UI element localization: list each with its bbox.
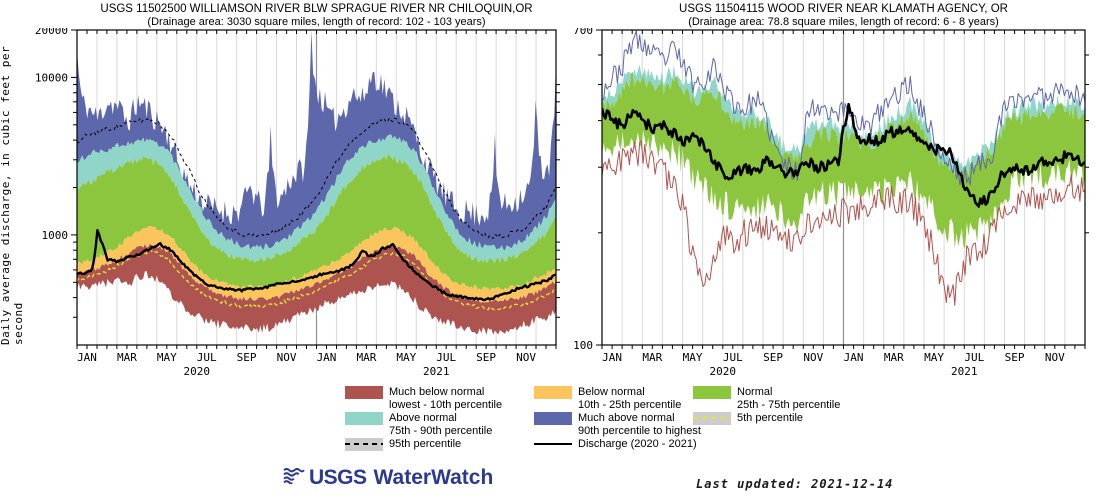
legend-item-above-normal: Above normal 75th - 90th percentile <box>345 412 534 438</box>
svg-text:100: 100 <box>573 339 593 352</box>
logo-waterwatch-text: WaterWatch <box>373 466 494 489</box>
max-line <box>602 30 1085 186</box>
min-line <box>602 140 1085 306</box>
legend: Much below normal lowest - 10th percentil… <box>345 386 840 451</box>
plot-williamson: 20000 10000 1000 JAN MAR MAY JUL SEP NOV 2020 JAN M… <box>35 28 560 378</box>
legend-item-normal: Normal 25th - 75th percentile <box>693 386 840 412</box>
svg-text:2021: 2021 <box>423 365 450 378</box>
svg-text:SEP: SEP <box>237 351 257 364</box>
svg-text:JUL: JUL <box>197 351 217 364</box>
legend-column: Below normal 10th - 25th percentile Much a… <box>534 386 701 451</box>
chart-title-williamson: USGS 11502500 WILLIAMSON RIVER BLW SPRAG… <box>100 3 533 15</box>
svg-text:700: 700 <box>573 28 593 37</box>
normal-band <box>77 155 556 291</box>
legend-label: 95th percentile <box>389 438 462 450</box>
legend-swatch <box>534 412 572 425</box>
legend-swatch <box>534 438 572 451</box>
legend-item-discharge-2020-2021: Discharge (2020 - 2021) <box>534 438 697 451</box>
svg-text:1000: 1000 <box>42 229 69 242</box>
legend-column: Much below normal lowest - 10th percentil… <box>345 386 534 451</box>
legend-label: Below normal 10th - 25th percentile <box>578 386 682 411</box>
above-band <box>602 64 1085 179</box>
svg-text:MAR: MAR <box>356 351 376 364</box>
legend-item-much-below-normal: Much below normal lowest - 10th percentil… <box>345 386 534 412</box>
svg-text:JUL: JUL <box>436 351 456 364</box>
svg-text:NOV: NOV <box>803 351 823 364</box>
chart-title-wood: USGS 11504115 WOOD RIVER NEAR KLAMATH AG… <box>679 3 1008 15</box>
legend-item-below-normal: Below normal 10th - 25th percentile <box>534 386 693 412</box>
svg-text:JAN: JAN <box>602 351 622 364</box>
below-band <box>77 226 556 303</box>
legend-swatch <box>693 386 731 399</box>
plot-wood: 700 100 JAN MAR MAY JUL SEP NOV 2020 JAN MAR MAY JUL… <box>573 28 1089 378</box>
legend-swatch <box>693 412 731 425</box>
p5-line <box>77 249 556 311</box>
legend-label: Much above normal 90th percentile to high… <box>578 412 701 437</box>
normal-band <box>602 72 1085 249</box>
legend-swatch <box>345 438 383 451</box>
legend-label: Much below normal lowest - 10th percentil… <box>389 386 503 411</box>
legend-label: Discharge (2020 - 2021) <box>578 438 697 450</box>
discharge-line <box>602 102 1085 208</box>
usgs-waterwatch-logo[interactable]: USGS WaterWatch <box>283 466 493 490</box>
legend-swatch <box>345 386 383 399</box>
svg-text:MAY: MAY <box>396 351 416 364</box>
svg-text:MAR: MAR <box>117 351 137 364</box>
svg-text:SEP: SEP <box>476 351 496 364</box>
svg-text:JAN: JAN <box>317 351 337 364</box>
logo-usgs-text: USGS <box>309 466 367 489</box>
svg-text:NOV: NOV <box>516 351 536 364</box>
legend-label: 5th percentile <box>737 412 804 424</box>
svg-text:JUL: JUL <box>723 351 743 364</box>
waves-icon <box>283 467 305 489</box>
legend-column: Normal 25th - 75th percentile 5th percenti… <box>693 386 840 451</box>
legend-label: Above normal 75th - 90th percentile <box>389 412 493 437</box>
svg-text:10000: 10000 <box>35 71 68 84</box>
svg-text:NOV: NOV <box>277 351 297 364</box>
svg-text:MAY: MAY <box>157 351 177 364</box>
legend-swatch <box>534 386 572 399</box>
chart-subtitle-williamson: (Drainage area: 3030 square miles, lengt… <box>147 16 486 28</box>
much-above-band <box>77 30 556 251</box>
svg-text:MAY: MAY <box>683 351 703 364</box>
svg-text:MAY: MAY <box>924 351 944 364</box>
legend-item-5th-percentile: 5th percentile <box>693 412 840 425</box>
legend-label: Normal 25th - 75th percentile <box>737 386 841 411</box>
legend-item-much-above-normal: Much above normal 90th percentile to high… <box>534 412 701 438</box>
chart-subtitle-wood: (Drainage area: 78.8 square miles, lengt… <box>688 16 999 28</box>
last-updated-text: Last updated: 2021-12-14 <box>696 477 894 491</box>
legend-item-95th-percentile: 95th percentile <box>345 438 534 451</box>
svg-text:20000: 20000 <box>35 28 68 37</box>
svg-text:JAN: JAN <box>844 351 864 364</box>
svg-text:MAR: MAR <box>884 351 904 364</box>
svg-text:SEP: SEP <box>763 351 783 364</box>
svg-text:MAR: MAR <box>642 351 662 364</box>
much-below-band <box>77 243 556 335</box>
svg-text:JUL: JUL <box>964 351 984 364</box>
svg-text:NOV: NOV <box>1045 351 1065 364</box>
svg-text:2020: 2020 <box>710 365 737 378</box>
discharge-line <box>77 229 556 302</box>
svg-text:SEP: SEP <box>1005 351 1025 364</box>
svg-text:JAN: JAN <box>77 351 97 364</box>
above-band <box>77 134 556 264</box>
legend-swatch <box>345 412 383 425</box>
svg-text:2020: 2020 <box>184 365 211 378</box>
svg-text:2021: 2021 <box>951 365 978 378</box>
